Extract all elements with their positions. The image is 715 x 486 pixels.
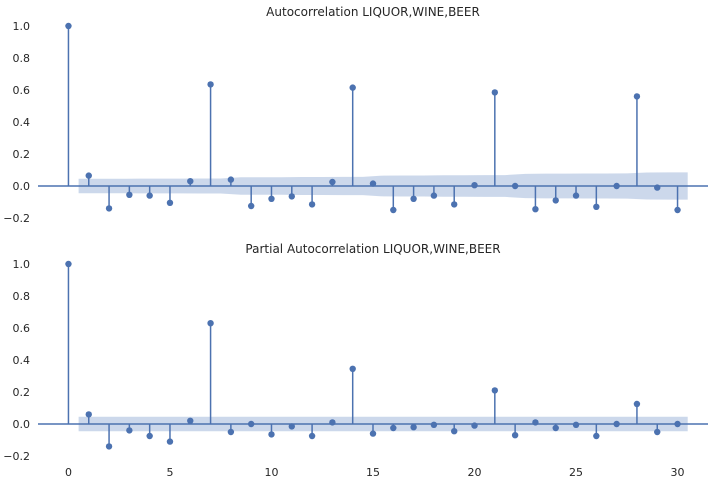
acf-point-lag-29 — [654, 184, 661, 191]
pacf-point-lag-14 — [349, 365, 356, 372]
pacf-point-lag-30 — [674, 420, 681, 428]
pacf-point-lag-23 — [532, 419, 539, 426]
acf-point-lag-8 — [227, 176, 235, 183]
acf-ytick-label: 0.6 — [13, 84, 31, 97]
pacf-point-lag-4 — [146, 432, 153, 440]
pacf-point-lag-27 — [613, 420, 620, 428]
acf-point-lag-20 — [471, 182, 478, 189]
pacf-ytick-label: 1.0 — [13, 258, 31, 271]
acf-point-lag-14 — [349, 84, 356, 91]
acf-point-lag-22 — [511, 182, 519, 190]
acf-point-lag-23 — [532, 206, 539, 213]
pacf-point-lag-26 — [593, 432, 600, 440]
pacf-ytick-label: 0.0 — [13, 418, 31, 431]
acf-point-lag-6 — [187, 178, 194, 185]
acf-ytick-label: 0.8 — [13, 52, 31, 65]
acf-point-lag-7 — [207, 81, 214, 88]
acf-point-lag-1 — [85, 172, 92, 179]
acf-point-lag-0 — [65, 22, 72, 30]
acf-point-lag-3 — [126, 191, 133, 198]
pacf-xtick-label: 10 — [264, 466, 278, 479]
acf-point-lag-15 — [369, 180, 377, 187]
acf-point-lag-11 — [288, 193, 295, 200]
pacf-point-lag-11 — [288, 423, 295, 430]
acf-point-lag-24 — [552, 197, 559, 204]
pacf-point-lag-6 — [187, 417, 194, 424]
acf-point-lag-4 — [146, 192, 153, 199]
pacf-point-lag-16 — [390, 424, 397, 432]
pacf-xtick-label: 15 — [366, 466, 380, 479]
acf-point-lag-2 — [105, 205, 113, 212]
acf-point-lag-16 — [390, 206, 397, 214]
acf-ytick-label: 0.2 — [13, 148, 31, 161]
acf-point-lag-12 — [308, 201, 316, 208]
acf-point-lag-10 — [268, 195, 275, 202]
pacf-point-lag-9 — [247, 420, 255, 428]
pacf-ytick-label: 0.4 — [13, 354, 31, 367]
pacf-point-lag-12 — [308, 432, 316, 440]
pacf-xtick-label: 20 — [468, 466, 482, 479]
pacf-point-lag-17 — [410, 424, 417, 431]
acf-ytick-label: −0.2 — [3, 212, 30, 225]
acf-ytick-label: 0.4 — [13, 116, 31, 129]
acf-point-lag-21 — [491, 89, 499, 96]
pacf-point-lag-7 — [207, 320, 214, 327]
pacf-point-lag-13 — [329, 419, 336, 426]
pacf-point-lag-20 — [471, 422, 478, 429]
pacf-point-lag-19 — [451, 428, 458, 435]
pacf-chart-title: Partial Autocorrelation LIQUOR,WINE,BEER — [245, 242, 500, 256]
acf-point-lag-25 — [572, 192, 580, 199]
pacf-xtick-label: 0 — [65, 466, 72, 479]
acf-point-lag-9 — [247, 202, 255, 210]
acf-point-lag-13 — [329, 178, 336, 186]
pacf-point-lag-1 — [85, 411, 92, 418]
pacf-xtick-label: 30 — [671, 466, 685, 479]
pacf-ytick-label: 0.2 — [13, 386, 31, 399]
pacf-ytick-label: −0.2 — [3, 450, 30, 463]
acf-point-lag-17 — [410, 195, 417, 202]
acf-point-lag-27 — [613, 182, 620, 190]
pacf-point-lag-2 — [105, 443, 113, 450]
pacf-point-lag-21 — [491, 387, 499, 394]
pacf-point-lag-0 — [65, 260, 72, 268]
acf-chart-title: Autocorrelation LIQUOR,WINE,BEER — [266, 5, 480, 19]
acf-point-lag-18 — [430, 192, 438, 199]
pacf-xtick-label: 25 — [569, 466, 583, 479]
pacf-point-lag-29 — [654, 428, 661, 436]
acf-point-lag-5 — [166, 199, 174, 206]
pacf-point-lag-25 — [572, 421, 580, 428]
pacf-ytick-label: 0.8 — [13, 290, 31, 303]
pacf-point-lag-15 — [369, 430, 377, 437]
pacf-point-lag-5 — [166, 438, 174, 445]
acf-point-lag-19 — [451, 201, 458, 208]
acf-ytick-label: 1.0 — [13, 20, 31, 33]
pacf-point-lag-8 — [227, 428, 235, 436]
acf-point-lag-28 — [633, 93, 641, 100]
acf-point-lag-26 — [593, 203, 600, 210]
pacf-point-lag-28 — [633, 400, 641, 408]
pacf-point-lag-18 — [430, 421, 438, 428]
acf-ytick-label: 0.0 — [13, 180, 31, 193]
pacf-point-lag-22 — [511, 432, 519, 439]
pacf-ytick-label: 0.6 — [13, 322, 31, 335]
pacf-point-lag-10 — [268, 431, 275, 438]
pacf-point-lag-3 — [126, 427, 133, 434]
pacf-xtick-label: 5 — [166, 466, 173, 479]
acf-point-lag-30 — [674, 206, 681, 214]
pacf-point-lag-24 — [552, 424, 559, 432]
